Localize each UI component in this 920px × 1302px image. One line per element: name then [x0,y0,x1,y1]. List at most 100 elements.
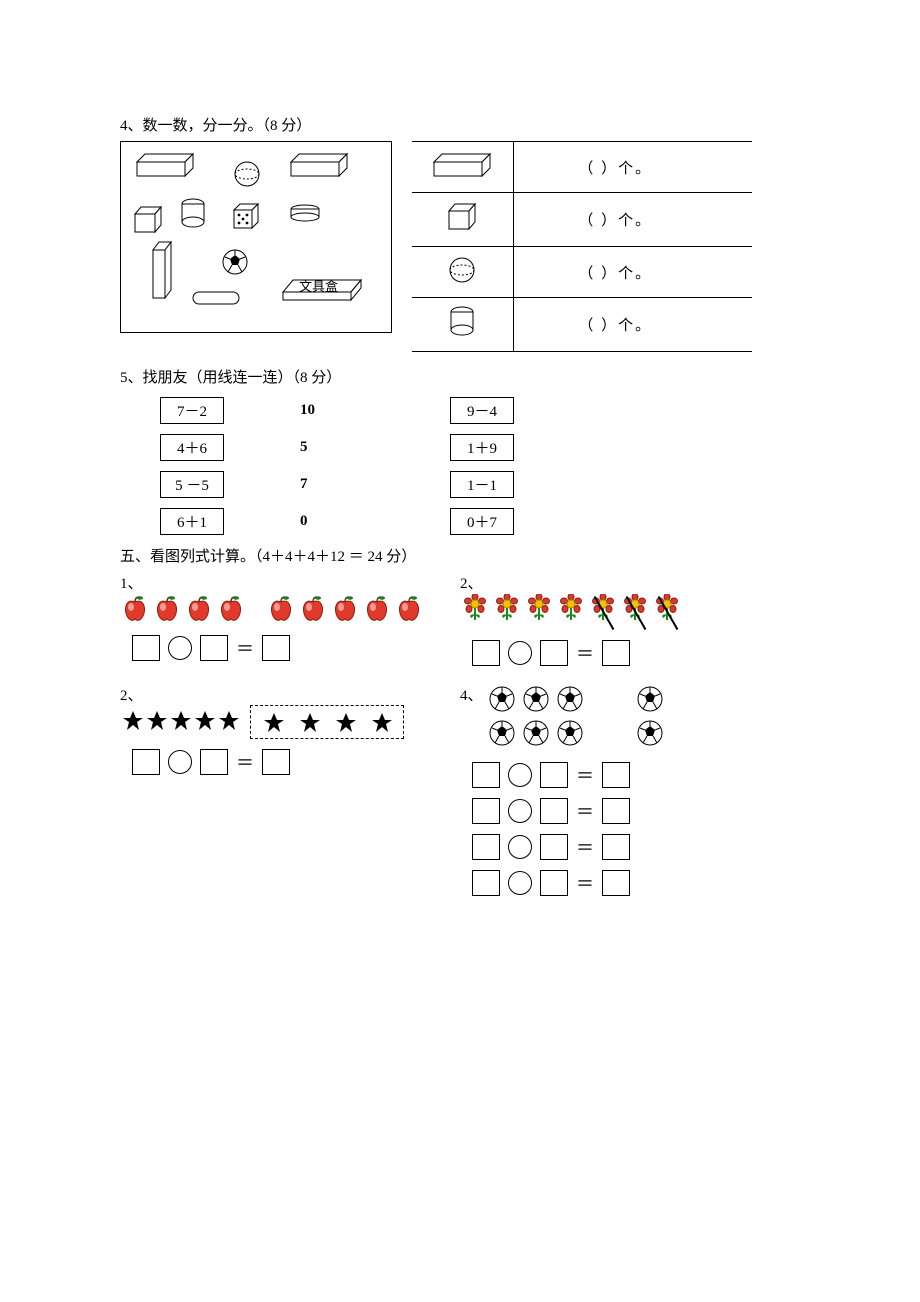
equals-sign: ＝ [236,749,254,775]
table-row: （ ）个。 [412,247,752,298]
table-row: （ ）个。 [412,298,752,352]
blank-box[interactable] [262,749,290,775]
q5-row: 7－2 10 9－4 [160,397,800,424]
mid-number: 0 [300,513,450,530]
expr-box: 5 －5 [160,471,224,498]
blank-box[interactable] [540,870,568,896]
flower-icon [556,593,588,630]
p3-label: 2、 [120,684,452,705]
blank-box[interactable] [602,798,630,824]
box-label: 文具盒 [299,276,338,295]
q5-row: 6＋1 0 0＋7 [160,508,800,535]
blank-box[interactable] [472,834,500,860]
mid-number: 7 [300,476,450,493]
equation-row: ＝ [132,749,452,775]
blank-op[interactable] [168,636,192,660]
blank-box[interactable] [602,870,630,896]
cylinder-icon [448,306,476,338]
blank-box[interactable] [132,749,160,775]
flower-icon [652,593,684,630]
p4-equations: ＝ ＝ ＝ ＝ [460,762,792,896]
shape-pill [191,290,243,306]
flower-icon [524,593,556,630]
q5-row: 4＋6 5 1＋9 [160,434,800,461]
blank-op[interactable] [508,799,532,823]
blank-box[interactable] [132,635,160,661]
cuboid-icon [432,152,492,178]
cube-icon [445,201,479,233]
answer-blank[interactable]: （ ）个。 [578,157,688,178]
equals-sign: ＝ [576,798,594,824]
blank-box[interactable] [472,762,500,788]
shape-cuboid-1 [135,152,197,180]
sec5-grid: 1、 ＝ 2、 ＝ 2、 [120,572,800,914]
expr-box: 6＋1 [160,508,224,535]
expr-box: 1－1 [450,471,514,498]
q5-block: 7－2 10 9－4 4＋6 5 1＋9 5 －5 7 1－1 6＋1 0 0＋… [120,397,800,535]
answer-blank[interactable]: （ ）个。 [578,209,688,230]
equals-sign: ＝ [576,870,594,896]
expr-box: 9－4 [450,397,514,424]
blank-box[interactable] [472,640,500,666]
q4-title: 4、数一数，分一分。（8 分） [120,114,800,135]
expr-box: 7－2 [160,397,224,424]
blank-box[interactable] [540,762,568,788]
answer-blank[interactable]: （ ）个。 [578,314,688,335]
shapes-box: 文具盒 [120,141,392,333]
p1-label: 1、 [120,572,452,593]
equation-row: ＝ [132,635,452,661]
equals-sign: ＝ [576,640,594,666]
blank-box[interactable] [540,798,568,824]
shape-cuboid-2 [289,152,351,180]
blank-op[interactable] [508,835,532,859]
p4: 4、 ＝ ＝ ＝ ＝ [460,684,800,896]
count-table: （ ）个。 （ ）个。 （ ）个。 （ ）个。 [412,141,752,352]
equation-row: ＝ [472,870,792,896]
q5-title: 5、找朋友（用线连一连）（8 分） [120,366,800,387]
flower-row [460,593,792,630]
table-row: （ ）个。 [412,142,752,193]
expr-box: 4＋6 [160,434,224,461]
q4-row: 文具盒 （ ）个。 （ ）个。 （ ）个。 [120,141,800,352]
blank-box[interactable] [602,762,630,788]
p2: 2、 ＝ [460,572,800,666]
shape-sphere-1 [233,160,261,188]
mid-number: 5 [300,439,450,456]
shape-cube-1 [131,204,165,236]
balls-group-b [635,684,675,752]
answer-blank[interactable]: （ ）个。 [578,262,688,283]
blank-box[interactable] [472,870,500,896]
blank-box[interactable] [540,640,568,666]
expr-box: 1＋9 [450,434,514,461]
equation-row: ＝ [472,640,792,666]
flower-icon [620,593,652,630]
apple-group-1 [120,593,452,625]
equals-sign: ＝ [576,834,594,860]
stars-right-box [250,705,404,739]
blank-box[interactable] [200,635,228,661]
blank-op[interactable] [508,763,532,787]
p3: 2、 ＝ [120,684,460,896]
equals-sign: ＝ [576,762,594,788]
blank-box[interactable] [472,798,500,824]
flower-icon [492,593,524,630]
blank-box[interactable] [602,640,630,666]
expr-box: 0＋7 [450,508,514,535]
blank-box[interactable] [262,635,290,661]
equation-row: ＝ [472,762,792,788]
p2-label: 2、 [460,572,792,593]
blank-op[interactable] [508,641,532,665]
flower-icon [460,593,492,630]
balls-group-a [487,684,597,752]
blank-op[interactable] [508,871,532,895]
equation-row: ＝ [472,834,792,860]
blank-box[interactable] [540,834,568,860]
sec5-title: 五、看图列式计算。（4＋4＋4＋12 ＝ 24 分） [120,545,800,566]
p4-label: 4、 [460,684,483,705]
blank-box[interactable] [200,749,228,775]
blank-box[interactable] [602,834,630,860]
shape-flat-cylinder [289,204,323,224]
stars-left [120,708,240,737]
blank-op[interactable] [168,750,192,774]
equation-row: ＝ [472,798,792,824]
